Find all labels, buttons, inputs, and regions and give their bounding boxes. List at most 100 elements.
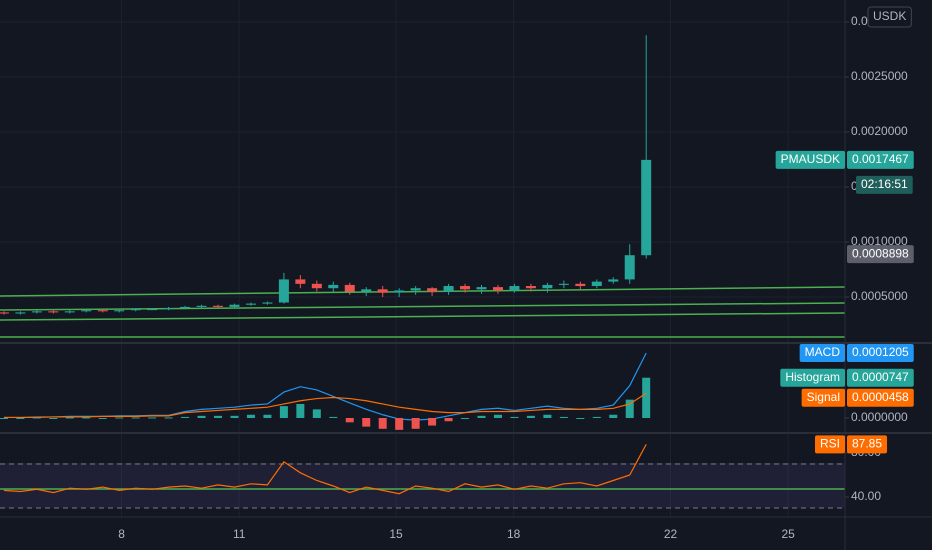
label-box [856, 175, 913, 194]
grid [0, 0, 845, 517]
trend-line [0, 312, 846, 321]
candle-body [278, 279, 289, 303]
y-tick-label: 0.0000000 [851, 410, 908, 424]
histogram-bar [148, 417, 157, 419]
histogram-bar [477, 415, 486, 418]
label-box [780, 368, 845, 387]
candle-body [0, 312, 9, 314]
candle-body [262, 302, 273, 304]
label-box [847, 368, 914, 387]
candle-body [476, 287, 487, 290]
label-box [814, 435, 845, 454]
histogram-bar [395, 418, 404, 430]
candle-body [114, 310, 125, 312]
histogram-bar [411, 418, 420, 429]
histogram-bar [49, 418, 58, 419]
trend-line [0, 302, 846, 311]
label-box [847, 388, 914, 407]
histogram-bar [362, 418, 371, 427]
histogram-bar [115, 417, 124, 419]
label-text: 0.0008898 [852, 246, 909, 260]
drawings [0, 286, 846, 490]
y-tick-label: 0.0025000 [851, 69, 908, 83]
candle-body [328, 284, 339, 289]
histogram-bar [230, 415, 239, 418]
candle-body [443, 286, 454, 292]
label-text: 0.0000458 [852, 390, 909, 404]
histogram-bar [214, 415, 223, 418]
currency-box [867, 6, 912, 28]
y-tick-label: 40.00 [851, 489, 881, 503]
label-box [847, 150, 914, 169]
histogram-bar [0, 418, 8, 419]
histogram-bar [559, 416, 568, 418]
candle-body [624, 255, 635, 280]
candle-body [460, 286, 471, 290]
rsi-band [0, 463, 845, 508]
histogram-bar [98, 418, 107, 419]
histogram-bar [625, 399, 634, 418]
candle-body [525, 286, 536, 289]
x-tick-label: 15 [389, 527, 403, 541]
label-text: Signal [807, 390, 840, 404]
candle-body [377, 289, 388, 293]
candle-body [427, 288, 438, 292]
label-text: 0.0000747 [852, 370, 909, 384]
candle-body [229, 304, 240, 307]
histogram-bar [181, 416, 190, 418]
candle-body [213, 305, 224, 307]
y-tick-label: 0.0005000 [851, 289, 908, 303]
x-tick-label: 25 [781, 527, 795, 541]
x-tick-label: 8 [118, 527, 125, 541]
histogram-bar [312, 409, 321, 418]
histogram-bar [65, 417, 74, 419]
histogram-bar [642, 377, 651, 418]
label-box [801, 388, 845, 407]
candle-body [410, 288, 421, 291]
histogram-bar [279, 406, 288, 418]
candle-body [295, 279, 306, 284]
label-box [847, 245, 914, 264]
histogram-bar [493, 414, 502, 418]
histogram-bar [164, 417, 173, 419]
label-text: RSI [820, 437, 840, 451]
trend-line [0, 286, 846, 297]
label-text: 02:16:51 [861, 177, 908, 191]
candle-body [64, 311, 75, 313]
rsi-line [3, 444, 647, 495]
candle-body [344, 284, 355, 292]
histogram-bar [246, 414, 255, 418]
macd-line [3, 392, 647, 419]
histogram-bar [576, 418, 585, 419]
y-tick-label: 0.0020000 [851, 124, 908, 138]
candle-body [31, 311, 42, 313]
histogram-bar [543, 414, 552, 418]
histogram-bar [82, 417, 91, 419]
candle-body [394, 290, 405, 293]
histogram-bar [345, 418, 354, 423]
histogram-bar [296, 403, 305, 418]
candle-body [542, 284, 553, 289]
label-text: Histogram [785, 370, 840, 384]
candle-body [196, 305, 207, 307]
label-box [775, 150, 845, 169]
label-text: PMAUSDK [781, 152, 840, 166]
candle-body [163, 308, 174, 310]
candle-body [575, 283, 586, 287]
histogram-bar [609, 414, 618, 418]
histogram-bar [197, 415, 206, 418]
histogram-bar [131, 417, 140, 419]
candle-body [361, 289, 372, 292]
label-text: 0.0017467 [852, 152, 909, 166]
histogram-bar [329, 416, 338, 418]
histogram-bar [444, 418, 453, 422]
label-box [799, 343, 845, 362]
x-tick-label: 18 [507, 527, 521, 541]
histogram-bar [263, 414, 272, 418]
candle-body [591, 281, 602, 287]
candle-body [558, 283, 569, 285]
label-text: MACD [805, 345, 841, 359]
